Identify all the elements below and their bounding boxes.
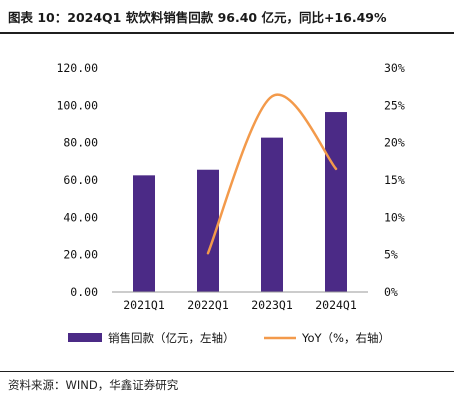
bar-series [133,112,347,292]
left-tick-label: 80.00 [63,136,98,150]
right-tick-label: 10% [384,210,405,224]
legend-bar-label: 销售回款（亿元，左轴） [108,331,235,345]
category-label: 2022Q1 [187,298,229,312]
left-tick-label: 40.00 [63,210,98,224]
category-labels: 2021Q1 2022Q1 2023Q1 2024Q1 [123,298,357,312]
right-tick-label: 20% [384,136,405,150]
bar [261,137,283,292]
left-tick-label: 120.00 [56,61,98,75]
source-divider [0,371,454,372]
right-tick-label: 15% [384,173,405,187]
right-tick-label: 25% [384,98,405,112]
left-tick-label: 0.00 [70,285,98,299]
legend: 销售回款（亿元，左轴） YoY（%，右轴） [68,331,390,345]
right-axis-ticks: 0% 5% 10% 15% 20% 25% 30% [384,61,405,299]
title-divider [0,32,454,34]
right-tick-label: 30% [384,61,405,75]
legend-line-label: YoY（%，右轴） [301,331,390,345]
yoy-line [206,93,338,255]
legend-bar-swatch [68,333,102,342]
bar [133,175,155,292]
chart-title: 图表 10：2024Q1 软饮料销售回款 96.40 亿元，同比+16.49% [8,10,387,25]
left-tick-label: 20.00 [63,248,98,262]
right-tick-label: 5% [384,248,398,262]
bar [197,169,219,292]
right-tick-label: 0% [384,285,398,299]
bar [325,112,347,292]
category-label: 2024Q1 [315,298,357,312]
chart: 0.00 20.00 40.00 60.00 80.00 100.00 120.00 0% 5… [56,61,405,345]
category-label: 2021Q1 [123,298,165,312]
source-note: 资料来源：WIND，华鑫证券研究 [8,378,179,392]
category-label: 2023Q1 [251,298,293,312]
left-tick-label: 60.00 [63,173,98,187]
left-tick-label: 100.00 [56,98,98,112]
left-axis-ticks: 0.00 20.00 40.00 60.00 80.00 100.00 120.00 [56,61,98,299]
